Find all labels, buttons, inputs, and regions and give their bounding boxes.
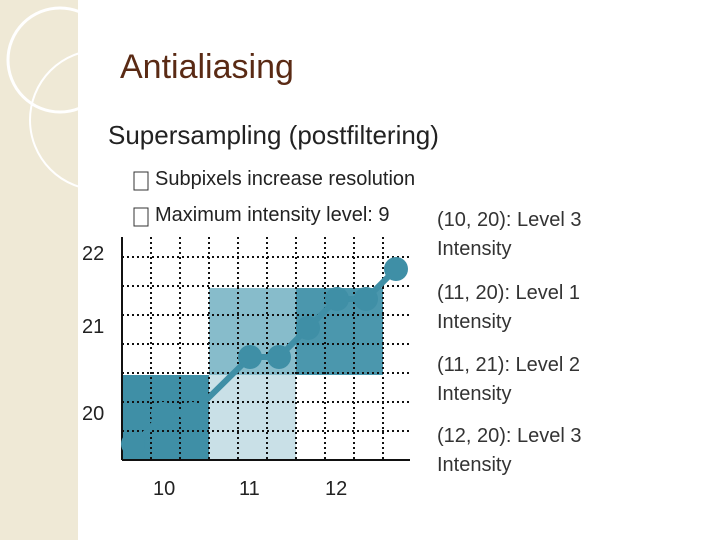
subtitle: Supersampling (postfiltering) — [108, 120, 439, 150]
row-label: 20 — [82, 403, 105, 425]
sample-points — [121, 257, 408, 456]
pixel-shade — [209, 375, 296, 460]
column-label: 10 — [153, 478, 176, 500]
point — [180, 402, 204, 426]
annotation-text: Intensity — [437, 311, 512, 333]
annotation: (12, 20): Level 3 Intensity — [437, 422, 582, 480]
annotation-text: (11, 20): Level 1 — [437, 282, 581, 304]
side-strip — [0, 0, 78, 540]
column-label: 11 — [239, 478, 260, 500]
decor-circle — [29, 49, 171, 191]
bullet-box — [133, 207, 149, 227]
bullet: Subpixels increase resolution — [155, 168, 416, 190]
annotation: (10, 20): Level 3 Intensity — [437, 206, 582, 264]
row-label: 21 — [82, 316, 105, 338]
annotation: (11, 20): Level 1 Intensity — [437, 279, 580, 337]
title: Antialiasing — [120, 48, 294, 86]
annotation-text: (11, 21): Level 2 — [437, 354, 581, 376]
point — [121, 432, 145, 456]
bullet: Maximum intensity level: 9 — [155, 204, 390, 226]
row-label: 22 — [82, 243, 105, 265]
annotation-text: Intensity — [437, 238, 512, 260]
point — [151, 402, 175, 426]
annotation-text: Intensity — [437, 383, 512, 405]
point — [267, 345, 291, 369]
annotation-text: (10, 20): Level 3 — [437, 209, 582, 231]
decor-circle — [6, 6, 114, 114]
column-label: 12 — [325, 478, 348, 500]
point — [296, 316, 320, 340]
annotation-text: Intensity — [437, 454, 512, 476]
annotation-text: (12, 20): Level 3 — [437, 425, 582, 447]
point — [384, 257, 408, 281]
bullet-box — [133, 171, 149, 191]
point — [354, 287, 378, 311]
point — [325, 287, 349, 311]
point — [238, 345, 262, 369]
annotation: (11, 21): Level 2 Intensity — [437, 351, 580, 409]
subpixel-grid — [121, 237, 410, 461]
